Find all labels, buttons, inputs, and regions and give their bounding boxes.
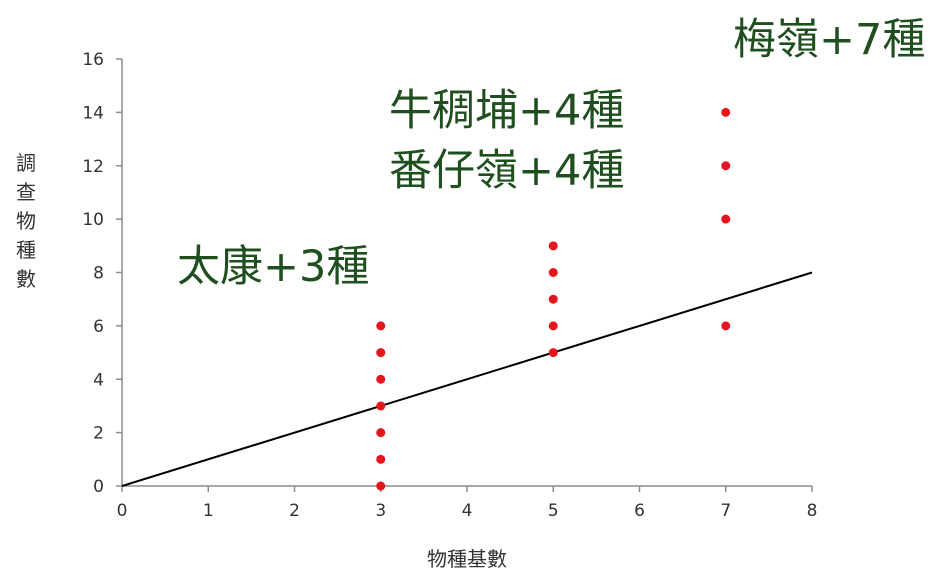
reference-line-layer — [121, 271, 813, 487]
x-tick-label: 4 — [462, 501, 473, 521]
y-tick-label: 16 — [82, 50, 104, 70]
x-axis-title: 物種基數 — [427, 547, 507, 571]
x-tick-label: 2 — [289, 501, 300, 521]
data-point — [376, 401, 386, 411]
data-point — [548, 268, 558, 277]
data-point — [548, 241, 558, 251]
annotation-meiling: 梅嶺+7種 — [733, 15, 925, 65]
y-tick-label: 14 — [82, 103, 104, 123]
data-point — [376, 428, 386, 438]
data-point — [376, 321, 386, 331]
data-point — [376, 374, 386, 384]
data-point — [376, 481, 386, 491]
data-point — [721, 161, 731, 171]
x-tick-label: 0 — [117, 501, 128, 521]
annotation-niuchoupu: 牛稠埔+4種 — [389, 86, 624, 136]
points-layer — [376, 107, 731, 491]
x-tick-label: 8 — [807, 501, 818, 521]
y-tick-label: 10 — [82, 210, 104, 230]
y-tick-label: 0 — [93, 477, 104, 497]
data-point — [376, 348, 386, 358]
data-point — [721, 107, 731, 117]
data-point — [548, 348, 558, 358]
data-point — [376, 454, 386, 464]
annotation-fanziling: 番仔嶺+4種 — [389, 146, 624, 196]
y-axis-title: 調查物種數 — [16, 151, 36, 291]
data-point — [548, 294, 558, 304]
data-point — [721, 214, 731, 224]
data-point — [721, 321, 731, 331]
x-tick-label: 5 — [548, 501, 559, 521]
x-tick-label: 3 — [375, 501, 386, 521]
axes — [116, 58, 813, 492]
y-tick-label: 8 — [93, 264, 104, 284]
y-tick-label: 2 — [93, 424, 104, 444]
x-tick-label: 1 — [203, 501, 214, 521]
y-tick-label: 6 — [93, 317, 104, 337]
data-point — [548, 321, 558, 331]
annotation-taikang: 太康+3種 — [177, 242, 369, 292]
x-tick-label: 7 — [720, 501, 731, 521]
y-tick-label: 4 — [93, 370, 104, 390]
x-tick-label: 6 — [634, 501, 645, 521]
reference-line — [121, 271, 813, 487]
y-tick-label: 12 — [82, 157, 104, 177]
